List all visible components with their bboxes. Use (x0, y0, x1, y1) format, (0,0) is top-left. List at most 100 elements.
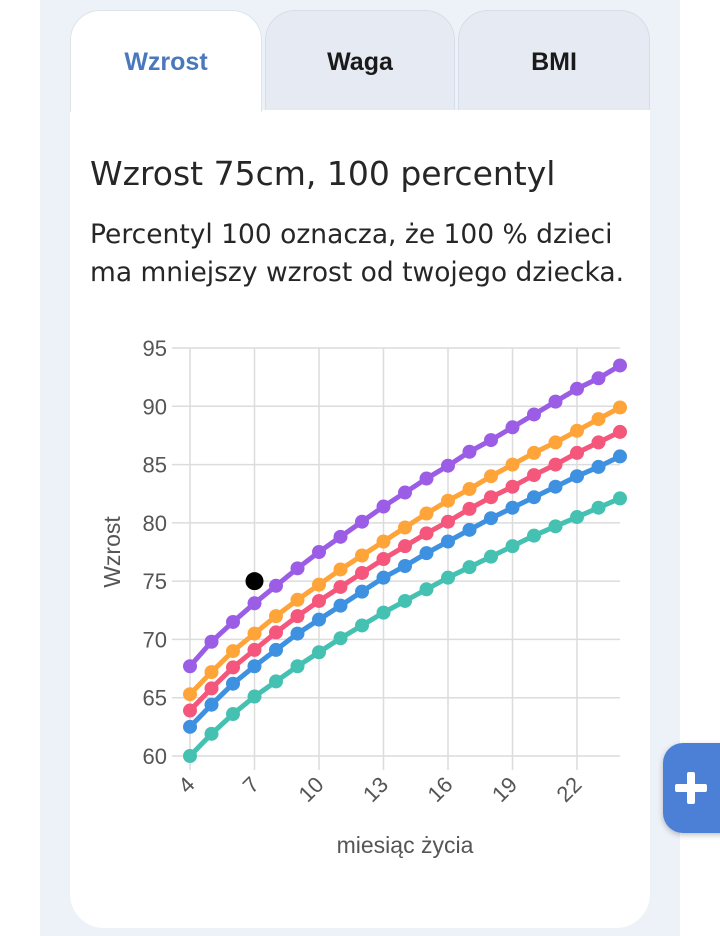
result-title: Wzrost 75cm, 100 percentyl (90, 154, 556, 193)
series-point-2 (505, 479, 520, 494)
series-point-1 (355, 548, 369, 563)
series-point-0 (419, 471, 434, 486)
series-point-2 (441, 514, 455, 529)
series-point-1 (312, 577, 326, 592)
series-point-4 (269, 674, 283, 689)
series-point-3 (570, 469, 584, 484)
series-point-4 (226, 707, 240, 722)
series-point-4 (290, 659, 305, 674)
series-point-0 (548, 394, 563, 409)
series-point-1 (226, 644, 240, 659)
series-point-4 (419, 582, 434, 597)
series-point-4 (613, 491, 627, 506)
series-point-2 (613, 424, 627, 439)
series-point-0 (333, 529, 348, 544)
x-tick-label: 10 (294, 772, 329, 807)
tab-waga[interactable]: Waga (265, 10, 455, 112)
series-point-4 (312, 645, 326, 660)
tab-wzrost[interactable]: Wzrost (70, 10, 262, 112)
series-point-2 (204, 681, 219, 696)
series-point-4 (527, 528, 541, 543)
series-point-3 (505, 500, 520, 515)
series-point-1 (419, 506, 434, 521)
add-button[interactable] (663, 743, 720, 833)
x-axis-label: miesiąc życia (337, 832, 474, 858)
series-point-2 (570, 445, 584, 460)
series-point-2 (419, 526, 434, 541)
series-point-4 (204, 726, 219, 741)
x-tick-label: 16 (423, 772, 458, 807)
series-point-3 (484, 511, 498, 526)
series-point-4 (355, 618, 369, 633)
y-tick-label: 80 (143, 511, 167, 536)
series-point-1 (269, 609, 283, 624)
series-point-0 (355, 514, 369, 529)
series-point-1 (290, 592, 305, 607)
series-point-2 (333, 579, 348, 594)
y-tick-label: 75 (143, 569, 167, 594)
y-axis-label: Wzrost (99, 516, 125, 588)
series-point-4 (183, 749, 197, 763)
series-point-2 (484, 490, 498, 505)
series-point-0 (570, 381, 584, 396)
series-point-1 (613, 400, 627, 415)
series-point-3 (290, 626, 305, 641)
series-point-3 (591, 459, 606, 474)
series-point-2 (269, 625, 283, 640)
series-point-3 (204, 697, 219, 712)
series-point-3 (462, 522, 477, 537)
series-point-3 (548, 479, 563, 494)
x-tick-label: 13 (358, 772, 393, 807)
series-point-0 (505, 420, 520, 435)
series-point-3 (398, 558, 412, 573)
series-point-3 (247, 659, 262, 674)
series-point-1 (505, 457, 520, 472)
series-point-2 (312, 593, 326, 608)
x-tick-label: 7 (238, 772, 264, 798)
series-point-3 (376, 570, 391, 585)
series-point-1 (527, 445, 541, 460)
series-point-0 (376, 499, 391, 514)
series-point-0 (398, 485, 412, 500)
y-tick-label: 95 (143, 336, 167, 361)
series-point-3 (613, 449, 627, 464)
series-point-1 (441, 493, 455, 508)
series-point-1 (591, 412, 606, 427)
series-point-0 (484, 433, 498, 448)
x-tick-label: 4 (173, 772, 199, 798)
series-point-2 (548, 457, 563, 472)
series-point-0 (527, 407, 541, 422)
series-point-2 (226, 660, 240, 675)
series-point-3 (312, 612, 326, 627)
series-point-2 (527, 468, 541, 483)
series-point-0 (183, 659, 197, 674)
series-point-0 (312, 545, 326, 559)
series-point-3 (419, 546, 434, 561)
series-point-1 (398, 520, 412, 535)
y-tick-label: 85 (143, 453, 167, 478)
series-point-4 (441, 570, 455, 585)
series-point-0 (226, 614, 240, 629)
tab-bmi[interactable]: BMI (458, 10, 650, 112)
series-point-1 (333, 562, 348, 577)
x-tick-label: 22 (552, 772, 587, 807)
series-point-4 (548, 519, 563, 534)
series-point-0 (269, 578, 283, 593)
series-point-4 (591, 500, 606, 515)
series-point-1 (570, 423, 584, 438)
series-point-0 (591, 371, 606, 386)
series-point-4 (376, 605, 391, 620)
series-point-2 (183, 703, 197, 718)
series-point-2 (247, 642, 262, 657)
series-point-3 (441, 534, 455, 549)
result-description: Percentyl 100 oznacza, że 100 % dzieci m… (90, 219, 625, 288)
series-point-4 (570, 510, 584, 525)
series-point-2 (591, 435, 606, 450)
series-point-2 (398, 539, 412, 554)
series-point-0 (290, 561, 305, 576)
series-point-3 (355, 584, 369, 599)
y-tick-label: 90 (143, 394, 167, 419)
series-point-0 (441, 458, 455, 473)
y-tick-label: 65 (143, 686, 167, 711)
